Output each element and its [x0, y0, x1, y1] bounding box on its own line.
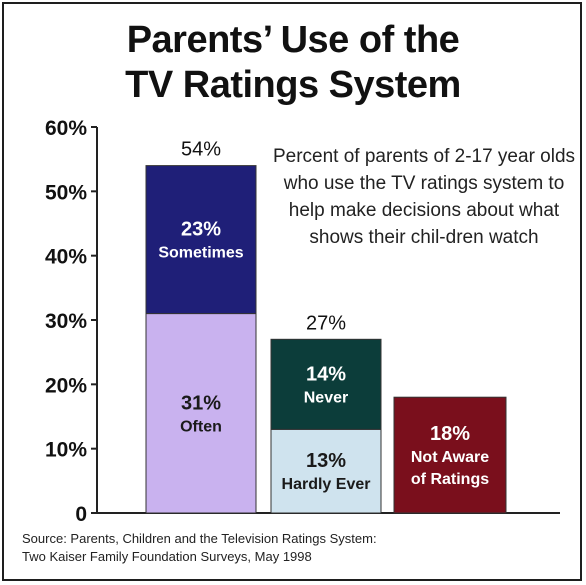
bar-segment [393, 396, 507, 514]
y-tick-label: 60% [45, 117, 87, 140]
bar-segment [145, 313, 257, 514]
bar-segment [145, 165, 257, 315]
y-tick-label: 30% [45, 310, 87, 333]
bar-segment [270, 338, 382, 430]
y-tick-label: 50% [45, 181, 87, 204]
y-tick-label: 20% [45, 374, 87, 397]
source-line-1: Source: Parents, Children and the Televi… [22, 531, 377, 546]
bar-total-label: 54% [181, 139, 221, 161]
bar-segment [270, 428, 382, 514]
segment-name-label: Not Aware [411, 449, 489, 466]
y-tick-label: 40% [45, 246, 87, 269]
bar-total-label: 27% [306, 312, 346, 334]
segment-name-label: Hardly Ever [282, 476, 371, 493]
source-line-2: Two Kaiser Family Foundation Surveys, Ma… [22, 549, 312, 564]
segment-name-label: of Ratings [411, 471, 489, 488]
chart-annotation: Percent of parents of 2-17 year olds who… [272, 146, 576, 248]
segment-percent-label: 23% [181, 219, 221, 241]
segment-name-label: Often [180, 418, 222, 435]
segment-name-label: Sometimes [158, 245, 243, 262]
chart-title-line-2: TV Ratings System [125, 64, 461, 106]
y-tick-label: 0 [75, 503, 87, 526]
segment-percent-label: 13% [306, 450, 346, 472]
segment-percent-label: 18% [430, 423, 470, 445]
segment-percent-label: 14% [306, 363, 346, 385]
chart-title-line-1: Parents’ Use of the [126, 19, 460, 61]
source-note: Source: Parents, Children and the Televi… [22, 530, 542, 566]
segment-name-label: Never [304, 389, 348, 406]
y-tick-label: 10% [45, 439, 87, 462]
segment-percent-label: 31% [181, 392, 221, 414]
